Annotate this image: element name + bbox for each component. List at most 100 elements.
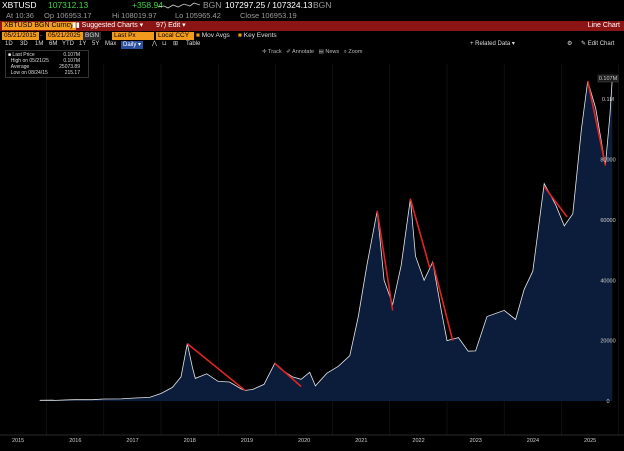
legend-label: Last Price [12, 52, 35, 58]
price-area [39, 78, 613, 401]
track-tool[interactable]: ✛ Track [262, 49, 282, 55]
suggested-charts-label: Suggested Charts [81, 22, 138, 29]
y-axis: 0.107M 0.1M 80000 60000 40000 20000 0 [597, 74, 619, 405]
quote-bar: XBTUSD 107312.13 +358.94 BGN 107297.25 /… [0, 0, 624, 11]
period-3d[interactable]: 3D [20, 41, 28, 47]
trend-line[interactable] [409, 198, 431, 269]
chart-type-icon-3[interactable]: ⊞ [173, 41, 179, 47]
key-events-toggle[interactable]: ■ Key Events [238, 31, 277, 41]
low-price: Lo 105965.42 [175, 11, 221, 20]
price-line [39, 77, 613, 401]
period-ytd[interactable]: YTD [62, 41, 74, 47]
trend-line[interactable] [376, 210, 394, 311]
dropdown-caret-icon: ▾ [138, 41, 142, 48]
x-tick-label: 2021 [355, 438, 368, 444]
trend-line[interactable] [186, 343, 246, 392]
period-6m[interactable]: 6M [49, 41, 58, 47]
legend-label: Average [10, 64, 30, 70]
trend-line[interactable] [274, 362, 302, 388]
news-icon: ▤ [318, 49, 324, 55]
y-tick-label: 60000 [600, 218, 615, 224]
end-date-field[interactable]: 05/21/2025 [46, 32, 83, 40]
x-tick-label: 2023 [469, 438, 482, 444]
frequency-label: Daily [123, 41, 137, 48]
dropdown-caret-icon: ▾ [182, 22, 186, 29]
annotate-label: Annotate [292, 49, 315, 55]
open-price: Op 106953.17 [44, 11, 92, 20]
legend-row: Low on 08/24/15 215.17 [8, 70, 86, 76]
period-1m[interactable]: 1M [35, 41, 44, 47]
sparkline-icon [158, 2, 200, 9]
start-date-field[interactable]: 05/21/2015 [2, 32, 39, 40]
zoom-label: Zoom [348, 49, 363, 55]
settings-gear-icon[interactable]: ⚙ [567, 41, 573, 47]
ohlc-bar: At 10:36 Op 106953.17 Hi 108019.97 Lo 10… [0, 11, 624, 21]
last-price-marker [597, 74, 619, 83]
x-tick-label: 2022 [412, 438, 425, 444]
controls-bar: 05/21/2015 - 05/21/2025 BGN Last Px Loca… [0, 31, 624, 41]
x-tick-label: 2019 [240, 438, 254, 444]
legend-row: ■ Last Price 0.107M [8, 52, 86, 58]
legend-value: 0.107M [63, 58, 80, 64]
chart-toolbar: ✛ Track ✐ Annotate ▤ News ⌕ Zoom [262, 49, 362, 56]
legend-row: High on 05/21/25 0.107M [8, 58, 86, 64]
source-label: BGN [203, 0, 222, 10]
legend-value: 0.107M [63, 52, 80, 58]
dropdown-caret-icon: ▾ [511, 41, 515, 47]
source-field[interactable]: BGN [83, 32, 102, 40]
period-1y[interactable]: 1Y [79, 41, 87, 47]
source-label-2: BGN [313, 0, 332, 10]
zoom-tool[interactable]: ⌕ Zoom [344, 49, 363, 55]
currency-selector[interactable]: Local CCY [156, 32, 194, 40]
magnifier-icon: ⌕ [343, 49, 347, 55]
frequency-selector[interactable]: Daily ▾ [121, 40, 144, 49]
security-field[interactable]: XBTUSD BGN Curncy [2, 22, 76, 30]
period-1d[interactable]: 1D [5, 41, 13, 47]
chart-type-icon[interactable]: ⋀ [152, 41, 157, 47]
period-bar: 1D 3D 1M 6M YTD 1Y 5Y Max Daily ▾ ⋀ ⊔ ⊞ … [0, 40, 624, 49]
news-tool[interactable]: ▤ News [319, 49, 340, 55]
y-tick-label: 0.1M [602, 97, 615, 103]
news-label: News [325, 49, 340, 55]
mov-avgs-label: Mov Avgs [201, 32, 230, 39]
field-selector[interactable]: Last Px [112, 32, 154, 40]
price-chart[interactable]: 0.107M 0.1M 80000 60000 40000 20000 0 [0, 49, 624, 451]
trend-lines [186, 80, 607, 392]
pencil-icon: ✎ [581, 41, 588, 47]
edit-chart-button[interactable]: ✎ Edit Chart [581, 40, 614, 49]
y-tick-label: 0 [606, 399, 609, 405]
last-price: 107312.13 [48, 0, 89, 10]
x-tick-label: 2015 [12, 438, 25, 444]
annotate-icon: ✐ [286, 49, 291, 55]
annotate-tool[interactable]: ✐ Annotate [286, 49, 314, 55]
high-price: Hi 108019.97 [112, 11, 157, 20]
x-tick-label: 2016 [69, 438, 82, 444]
mov-avgs-toggle[interactable]: ■ Mov Avgs [196, 31, 230, 41]
edit-menu[interactable]: 97) Edit ▾ [156, 21, 186, 31]
chart-type-icon-2[interactable]: ⊔ [162, 41, 167, 47]
table-toggle[interactable]: Table [186, 41, 201, 47]
trend-line[interactable] [586, 80, 607, 166]
y-tick-label: 40000 [600, 278, 615, 284]
chart-legend: ■ Last Price 0.107M High on 05/21/25 0.107… [5, 50, 89, 78]
checkbox-icon: ■ [196, 32, 200, 39]
legend-marker-icon: ■ [8, 52, 13, 58]
legend-value: 25073.89 [59, 64, 80, 70]
x-tick-label: 2025 [584, 438, 597, 444]
period-max[interactable]: Max [105, 41, 117, 47]
legend-label: High on 05/21/25 [10, 58, 49, 64]
edit-menu-label: Edit [168, 22, 181, 29]
bid-ask: 107297.25 / 107324.13 [225, 0, 313, 10]
related-data-menu[interactable]: + Related Data ▾ [470, 40, 515, 49]
trend-line[interactable] [431, 261, 454, 341]
period-5y[interactable]: 5Y [92, 41, 100, 47]
key-events-label: Key Events [243, 32, 277, 39]
legend-row: Average 25073.89 [8, 64, 86, 70]
y-tick-label: 0.107M [599, 76, 618, 82]
window-title: Line Chart [587, 22, 620, 29]
trend-line[interactable] [543, 186, 568, 218]
suggested-charts-icon: ▮▮ [72, 22, 80, 29]
suggested-charts-menu[interactable]: ▮▮ Suggested Charts ▾ [72, 21, 143, 31]
related-data-label: Related Data [475, 41, 511, 47]
menu-bar: XBTUSD BGN Curncy ▮▮ Suggested Charts ▾ … [0, 21, 624, 31]
